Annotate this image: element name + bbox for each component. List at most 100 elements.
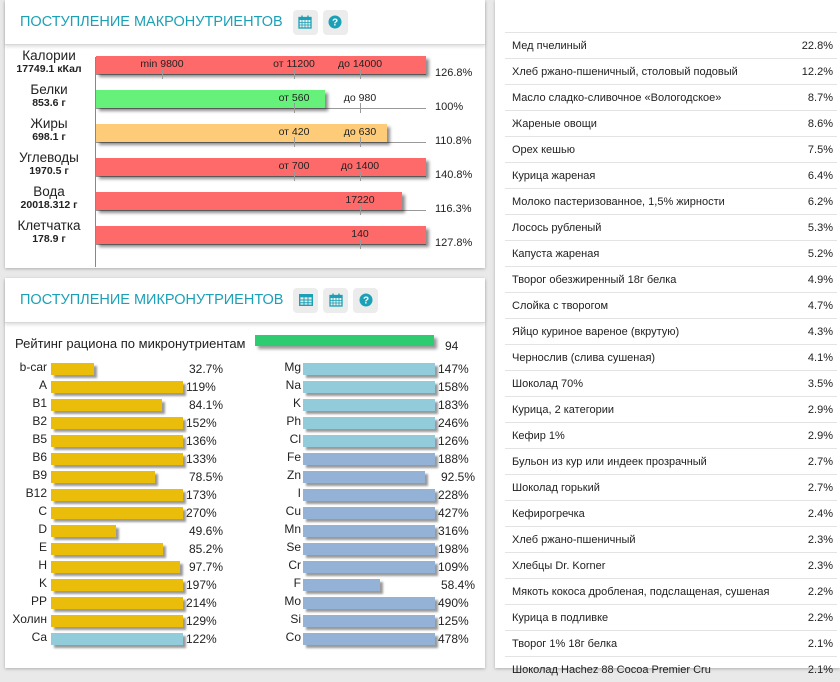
macro-bar <box>96 56 426 74</box>
food-percent: 2.2% <box>807 585 833 598</box>
food-name: Яйцо куриное вареное (вкрутую) <box>512 325 680 338</box>
help-icon: ? <box>359 293 373 307</box>
food-name: Мякоть кокоса дробленая, подслащеная, су… <box>512 585 770 598</box>
macro-range-label: от 700 <box>278 160 310 172</box>
macro-amount: 698.1 г <box>32 131 66 143</box>
food-percent: 2.2% <box>807 611 833 624</box>
macro-range-label: до 1400 <box>340 160 380 172</box>
food-percent: 12.2% <box>801 65 833 78</box>
macro-calendar-button[interactable] <box>292 9 318 35</box>
food-percent: 2.7% <box>807 455 833 468</box>
food-name: Курица в подливке <box>512 611 609 624</box>
svg-text:?: ? <box>332 18 338 29</box>
food-row: Мякоть кокоса дробленая, подслащеная, су… <box>505 578 837 604</box>
macro-range-label: до 630 <box>343 126 377 138</box>
micronutrient-row: B1 84.1% <box>5 396 245 414</box>
macro-baseline <box>96 108 426 109</box>
micronutrient-row: Cu 427% <box>243 504 483 522</box>
micronutrient-percent: 78.5% <box>189 470 224 484</box>
micronutrient-row: B12 173% <box>5 486 245 504</box>
macro-name: Клетчатка <box>17 218 81 233</box>
calendar-icon <box>329 293 343 307</box>
food-name: Чернослив (слива сушеная) <box>512 351 656 364</box>
food-row: Капуста жареная 5.2% <box>505 240 837 266</box>
rating-value: 94 <box>445 339 459 353</box>
micronutrient-row: b-car 32.7% <box>5 360 245 378</box>
food-percent: 6.4% <box>807 169 833 182</box>
macro-row: Жиры 698.1 г 110.8% от 420 до 630 <box>5 113 485 147</box>
macro-row: Клетчатка 178.9 г 127.8% 140 <box>5 215 485 249</box>
micronutrient-bar <box>51 507 183 519</box>
food-row: Орех кешью 7.5% <box>505 136 837 162</box>
food-name: Шоколад горький <box>512 481 600 494</box>
food-name: Кефир 1% <box>512 429 565 442</box>
micronutrient-label: Co <box>285 630 301 644</box>
micro-table-button[interactable] <box>293 287 319 313</box>
micronutrient-percent: 197% <box>186 578 217 592</box>
micronutrient-percent: 122% <box>186 632 217 646</box>
micronutrient-bar <box>51 597 183 609</box>
macro-range-label: от 420 <box>278 126 310 138</box>
macro-bar <box>96 158 426 176</box>
macro-baseline <box>96 74 426 75</box>
micronutrients-header: Поступление микронутриентов ? <box>5 278 485 323</box>
micronutrient-row: B2 152% <box>5 414 245 432</box>
micronutrient-bar <box>51 615 183 627</box>
micro-help-button[interactable]: ? <box>353 287 379 313</box>
food-row: Молоко пастеризованное, 1,5% жирности 6.… <box>505 188 837 214</box>
micronutrient-percent: 214% <box>186 596 217 610</box>
micronutrient-percent: 228% <box>438 488 469 502</box>
macronutrients-panel: Поступление макронутриентов ? Калории 17… <box>5 0 485 268</box>
micronutrient-row: Co 478% <box>243 630 483 648</box>
micronutrient-label: K <box>38 576 47 590</box>
macro-tick <box>294 69 295 79</box>
food-row: Чернослив (слива сушеная) 4.1% <box>505 344 837 370</box>
macro-label: Жиры 698.1 г <box>5 116 93 143</box>
micronutrient-label: D <box>38 522 47 536</box>
micro-calendar-button[interactable] <box>323 287 349 313</box>
food-name: Хлеб ржано-пшеничный, столовый подовый <box>512 65 738 78</box>
micronutrient-row: Fe 188% <box>243 450 483 468</box>
micronutrient-label: Fe <box>286 450 301 464</box>
macro-tick <box>294 103 295 113</box>
micronutrient-percent: 136% <box>186 434 217 448</box>
micronutrient-bar <box>51 399 162 411</box>
macro-tick <box>360 103 361 113</box>
food-name: Курица жареная <box>512 169 596 182</box>
micronutrient-percent: 490% <box>438 596 469 610</box>
macro-range-label: min 9800 <box>140 58 184 70</box>
micronutrient-percent: 147% <box>438 362 469 376</box>
micronutrient-label: Cu <box>285 504 301 518</box>
food-percent: 2.4% <box>807 507 833 520</box>
macro-amount: 178.9 г <box>32 233 66 245</box>
macro-row: Углеводы 1970.5 г 140.8% от 700 до 1400 <box>5 147 485 181</box>
micronutrient-bar <box>303 399 435 411</box>
micronutrient-row: K 183% <box>243 396 483 414</box>
micronutrient-label: B12 <box>25 486 47 500</box>
micronutrient-label: Cl <box>289 432 301 446</box>
macro-range-label: 17220 <box>345 194 375 206</box>
food-row: Масло сладко-сливочное «Вологодское» 8.7… <box>505 84 837 110</box>
food-percent: 8.6% <box>807 117 833 130</box>
micronutrient-percent: 109% <box>438 560 469 574</box>
micronutrient-row: Mg 147% <box>243 360 483 378</box>
vitamins-column: b-car 32.7% A 119% B1 84.1% B2 152% B5 136% B… <box>5 360 245 648</box>
food-row: Курица жареная 6.4% <box>505 162 837 188</box>
food-name: Хлеб ржано-пшеничный <box>512 533 636 546</box>
food-name: Мед пчелиный <box>512 39 587 52</box>
macro-help-button[interactable]: ? <box>322 9 348 35</box>
macro-tick <box>294 171 295 181</box>
macro-tick <box>360 171 361 181</box>
micronutrient-label: K <box>292 396 301 410</box>
micronutrient-label: Ph <box>286 414 301 428</box>
micronutrient-bar <box>303 363 435 375</box>
micronutrient-percent: 173% <box>186 488 217 502</box>
micronutrient-percent: 58.4% <box>441 578 476 592</box>
micronutrient-bar <box>51 417 183 429</box>
food-percent: 2.9% <box>807 403 833 416</box>
micronutrient-bar <box>303 597 435 609</box>
food-name: Орех кешью <box>512 143 575 156</box>
micronutrient-row: Cr 109% <box>243 558 483 576</box>
micronutrient-percent: 270% <box>186 506 217 520</box>
food-percent: 5.2% <box>807 247 833 260</box>
